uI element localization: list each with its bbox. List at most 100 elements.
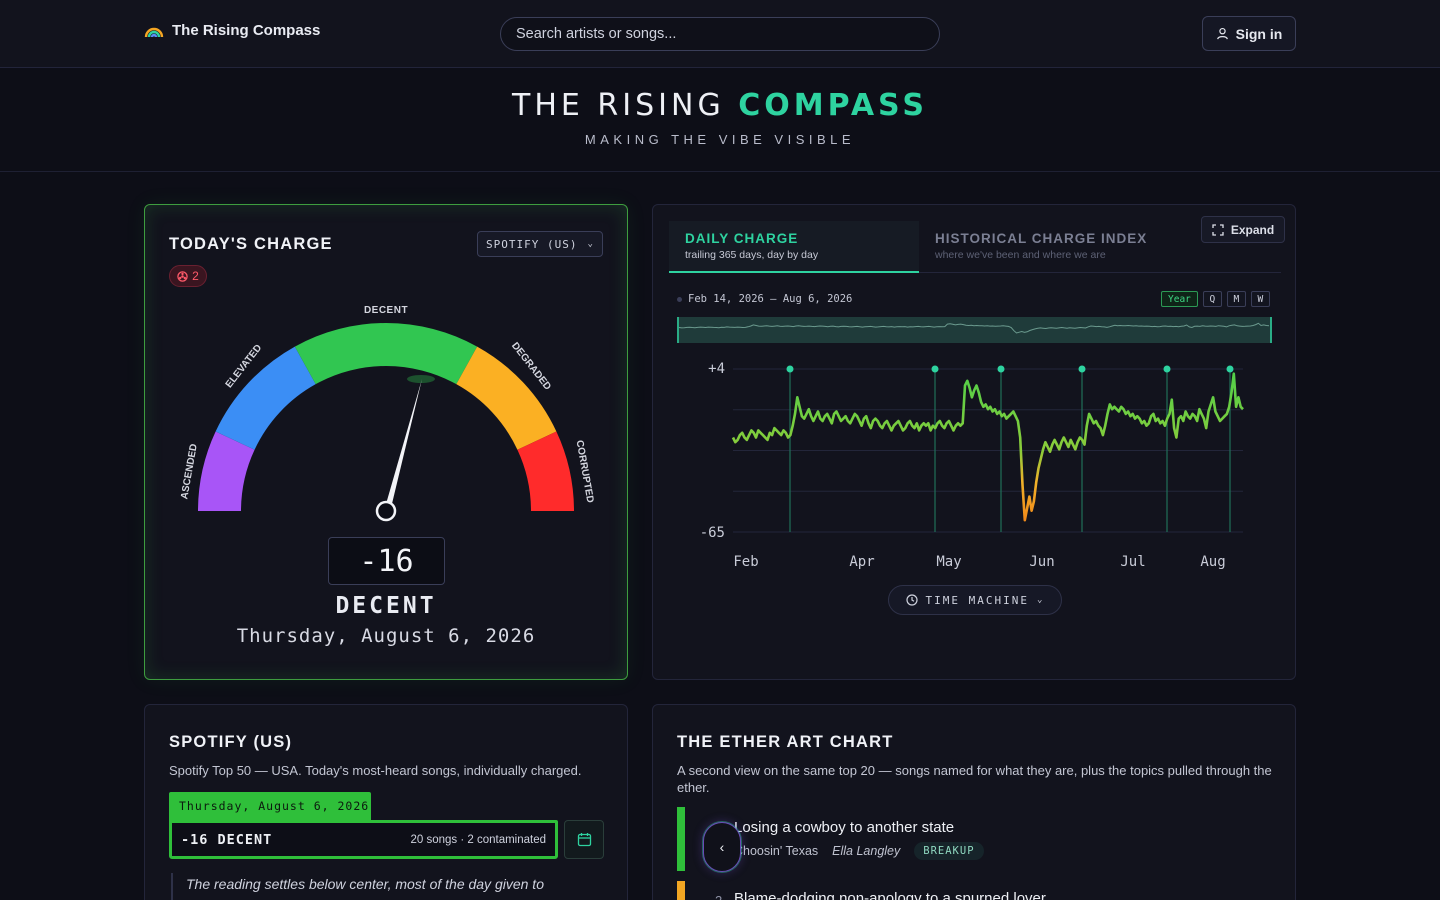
event-marker-dot[interactable] bbox=[1078, 365, 1086, 373]
brand[interactable]: The Rising Compass bbox=[144, 22, 320, 39]
rainbow-logo-icon bbox=[144, 27, 164, 37]
event-marker-dot[interactable] bbox=[931, 365, 939, 373]
song-charge-bar bbox=[677, 807, 685, 871]
time-machine-button[interactable]: TIME MACHINE ⌄ bbox=[888, 585, 1062, 615]
expand-icon bbox=[1212, 223, 1224, 236]
x-tick-label: Jul bbox=[1120, 554, 1145, 570]
charge-reading-text: The reading settles below center, most o… bbox=[171, 873, 591, 900]
event-marker-dot[interactable] bbox=[1163, 365, 1171, 373]
period-month-button[interactable]: M bbox=[1226, 291, 1246, 307]
hero-title-plain: THE RISING bbox=[512, 88, 739, 123]
chevron-down-icon: ⌄ bbox=[587, 239, 594, 249]
top-nav: The Rising Compass Sign in bbox=[0, 0, 1440, 68]
tab-daily-charge-sub: trailing 365 days, day by day bbox=[685, 249, 819, 261]
song-charge-bar bbox=[677, 881, 685, 900]
search-bar[interactable] bbox=[500, 17, 940, 51]
period-quarter-button[interactable]: Q bbox=[1202, 291, 1222, 307]
daily-charge-chart: +4 -65 Feb Apr May Jun Jul Aug bbox=[677, 317, 1272, 570]
date-range-text: Feb 14, 2026 – Aug 6, 2026 bbox=[688, 293, 853, 305]
chevron-left-icon: ‹ bbox=[719, 839, 725, 855]
tab-historical-index-title: HISTORICAL CHARGE INDEX bbox=[935, 231, 1148, 246]
spotify-summary-meta: 20 songs · 2 contaminated bbox=[410, 833, 546, 846]
gauge-band-ascended bbox=[198, 431, 255, 511]
tab-daily-charge-title: DAILY CHARGE bbox=[685, 231, 799, 246]
ether-title: THE ETHER ART CHART bbox=[677, 733, 894, 751]
event-marker-dot[interactable] bbox=[997, 365, 1005, 373]
todays-charge-card: TODAY'S CHARGE SPOTIFY (US) ⌄ 2 DECENT E… bbox=[144, 204, 628, 680]
charge-gauge: DECENT ELEVATED DEGRADED ASCENDED CORRUP… bbox=[179, 305, 596, 522]
charge-date: Thursday, August 6, 2026 bbox=[236, 625, 536, 647]
event-markers bbox=[786, 365, 1234, 532]
gauge-band-corrupted bbox=[517, 431, 574, 511]
gauge-arcs bbox=[198, 323, 574, 511]
spotify-summary-state: DECENT bbox=[217, 831, 273, 848]
hero-title-accent: COMPASS bbox=[738, 88, 928, 123]
period-week-button[interactable]: W bbox=[1250, 291, 1270, 307]
sign-in-label: Sign in bbox=[1235, 25, 1283, 42]
gauge-label-decent: DECENT bbox=[364, 305, 408, 316]
hero-banner: THE RISING COMPASS MAKING THE VIBE VISIB… bbox=[0, 68, 1440, 172]
chart-grid bbox=[733, 368, 1243, 533]
y-tick-label: +4 bbox=[708, 361, 725, 377]
list-item[interactable]: 2 Blame-dodging non-apology to a spurned… bbox=[677, 881, 1277, 900]
song-artist: Ella Langley bbox=[832, 844, 901, 858]
biohazard-icon bbox=[177, 270, 188, 282]
date-range: Feb 14, 2026 – Aug 6, 2026 bbox=[677, 293, 852, 305]
market-select[interactable]: SPOTIFY (US) ⌄ bbox=[477, 231, 603, 257]
tab-daily-charge[interactable]: DAILY CHARGE trailing 365 days, day by d… bbox=[669, 221, 919, 273]
spotify-description: Spotify Top 50 — USA. Today's most-heard… bbox=[169, 763, 582, 778]
x-tick-label: Apr bbox=[849, 554, 874, 570]
gauge-label-ascended: ASCENDED bbox=[179, 443, 200, 500]
user-icon bbox=[1216, 27, 1228, 40]
ether-art-chart-card: THE ETHER ART CHART A second view on the… bbox=[652, 704, 1296, 900]
charge-value: -16 bbox=[328, 537, 445, 585]
gauge-needle bbox=[384, 379, 422, 512]
spotify-title: SPOTIFY (US) bbox=[169, 733, 293, 751]
expand-label: Expand bbox=[1230, 222, 1275, 237]
spotify-date-chip: Thursday, August 6, 2026 bbox=[169, 792, 371, 820]
x-tick-label: May bbox=[936, 554, 961, 570]
spotify-summary-number: -16 bbox=[181, 831, 209, 848]
search-input[interactable] bbox=[516, 26, 924, 42]
tab-historical-index[interactable]: HISTORICAL CHARGE INDEX where we've been… bbox=[919, 221, 1281, 273]
period-year-button[interactable]: Year bbox=[1161, 291, 1198, 307]
clock-icon bbox=[905, 594, 918, 606]
ether-description: A second view on the same top 20 — songs… bbox=[677, 763, 1272, 795]
contaminated-badge[interactable]: 2 bbox=[169, 265, 207, 287]
song-description: Losing a cowboy to another state bbox=[734, 819, 955, 836]
range-dot bbox=[677, 296, 682, 302]
calendar-icon bbox=[577, 833, 591, 847]
event-marker-dot[interactable] bbox=[786, 365, 794, 373]
song-rank: 2 bbox=[715, 893, 722, 900]
contaminated-count: 2 bbox=[192, 269, 199, 283]
expand-button[interactable]: Expand bbox=[1201, 216, 1285, 243]
hero-title: THE RISING COMPASS bbox=[0, 88, 1440, 123]
period-selector: Year Q M W bbox=[1161, 291, 1270, 307]
spotify-summary-value: -16 DECENT bbox=[181, 832, 272, 848]
song-name: Choosin' Texas bbox=[734, 844, 819, 858]
market-select-value: SPOTIFY (US) bbox=[486, 237, 578, 251]
previous-button[interactable]: ‹ bbox=[703, 822, 741, 872]
calendar-button[interactable] bbox=[564, 820, 604, 859]
song-meta: Choosin' Texas Ella Langley BREAKUP bbox=[734, 842, 984, 860]
x-axis-ticks: Feb Apr May Jun Jul Aug bbox=[733, 554, 1225, 570]
gauge-pivot bbox=[375, 500, 397, 522]
x-tick-label: Aug bbox=[1200, 554, 1225, 570]
daily-charge-card: DAILY CHARGE trailing 365 days, day by d… bbox=[652, 204, 1296, 680]
sign-in-button[interactable]: Sign in bbox=[1202, 16, 1296, 51]
gauge-label-corrupted: CORRUPTED bbox=[574, 439, 596, 503]
song-description: Blame-dodging non-apology to a spurned l… bbox=[734, 890, 1046, 900]
brand-name: The Rising Compass bbox=[172, 22, 321, 39]
tab-historical-index-sub: where we've been and where we are bbox=[935, 249, 1106, 261]
list-item[interactable]: Losing a cowboy to another state Choosin… bbox=[677, 807, 1277, 871]
chevron-down-icon: ⌄ bbox=[1037, 595, 1045, 605]
event-marker-dot[interactable] bbox=[1226, 365, 1234, 373]
spotify-summary[interactable]: -16 DECENT 20 songs · 2 contaminated bbox=[169, 820, 558, 859]
charge-state: DECENT bbox=[335, 593, 437, 619]
gauge-band-degraded bbox=[456, 346, 557, 450]
navigator-sparkline bbox=[678, 322, 1270, 334]
topic-tag[interactable]: BREAKUP bbox=[914, 842, 984, 860]
range-navigator[interactable] bbox=[677, 317, 1272, 343]
y-tick-label: -65 bbox=[700, 525, 725, 541]
spotify-card: SPOTIFY (US) Spotify Top 50 — USA. Today… bbox=[144, 704, 628, 900]
